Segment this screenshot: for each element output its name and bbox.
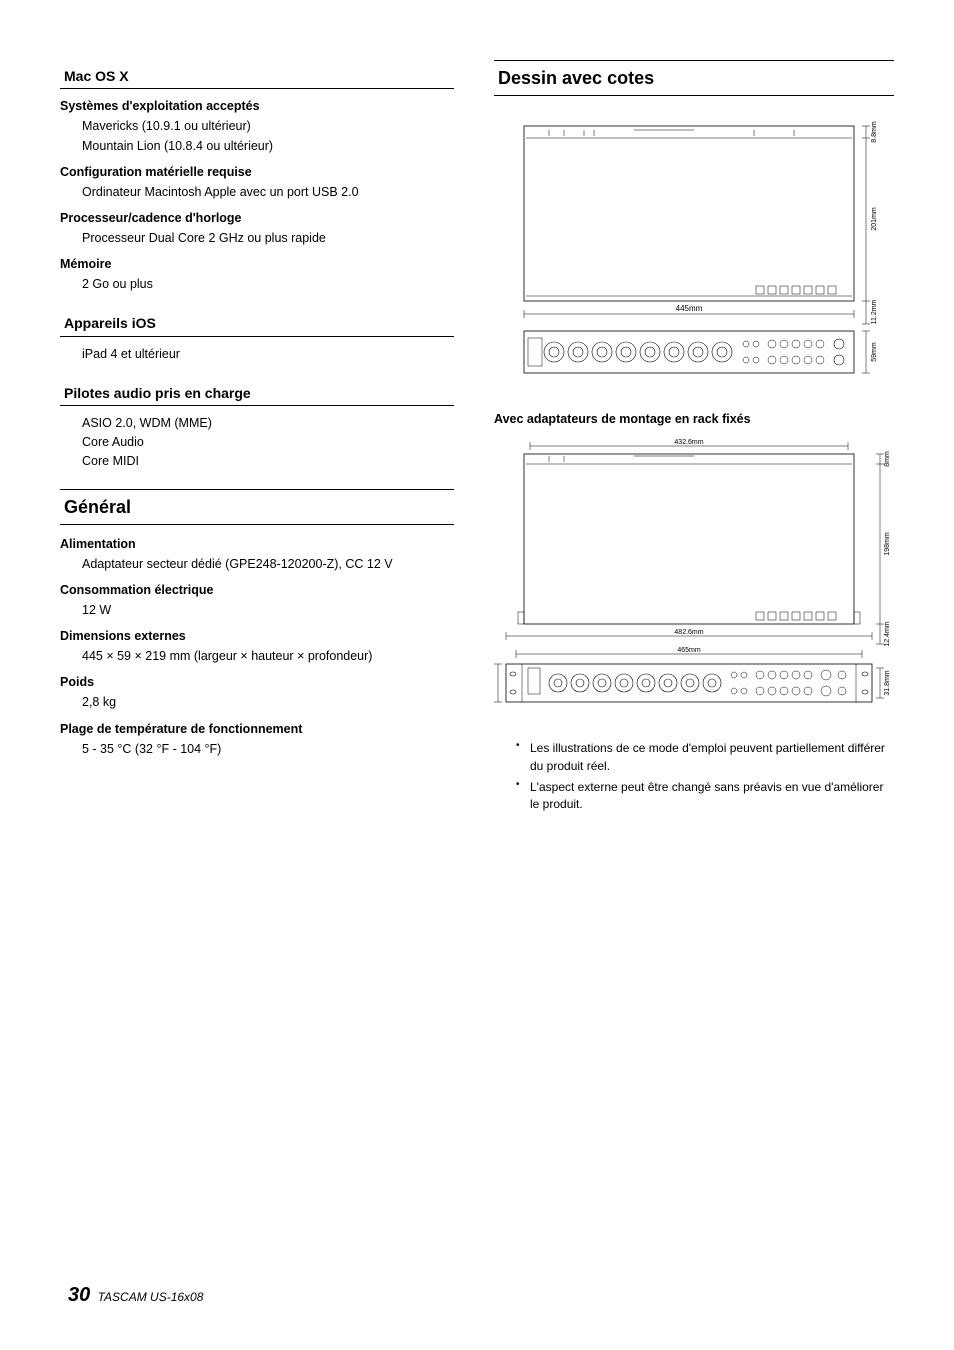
dim-w-mid: 482.6mm <box>674 629 703 636</box>
heading-mem: Mémoire <box>60 255 454 273</box>
text: Mavericks (10.9.1 ou ultérieur) <box>60 117 454 135</box>
text: ASIO 2.0, WDM (MME) <box>60 414 454 432</box>
note-item: Les illustrations de ce mode d'emploi pe… <box>516 740 894 775</box>
heading-os: Systèmes d'exploitation acceptés <box>60 97 454 115</box>
heading-temp: Plage de température de fonctionnement <box>60 720 454 738</box>
text: 2,8 kg <box>60 693 454 711</box>
page-footer: 30 TASCAM US-16x08 <box>68 1281 203 1310</box>
note-item: L'aspect externe peut être changé sans p… <box>516 779 894 814</box>
text: 5 - 35 °C (32 °F - 104 °F) <box>60 740 454 758</box>
heading-rack: Avec adaptateurs de montage en rack fixé… <box>494 410 894 428</box>
dim-h-gap2: 12.4mm <box>884 621 891 646</box>
text: Processeur Dual Core 2 GHz ou plus rapid… <box>60 229 454 247</box>
footer-model: TASCAM US-16x08 <box>98 1290 204 1304</box>
heading-dims: Dimensions externes <box>60 627 454 645</box>
dim-w-top: 432.6mm <box>674 439 703 446</box>
dim-h-front: 59mm <box>871 342 878 362</box>
dim-h-mid2: 198mm <box>884 532 891 556</box>
dim-w-bot: 465mm <box>677 647 701 654</box>
notes-list: Les illustrations de ce mode d'emploi pe… <box>494 740 894 814</box>
dim-width: 445mm <box>676 304 703 313</box>
section-general: Général <box>60 489 454 525</box>
dim-h-mid: 201mm <box>871 207 878 231</box>
section-ios: Appareils iOS <box>60 311 454 336</box>
dim-h-top: 8.8mm <box>871 121 878 143</box>
text: 2 Go ou plus <box>60 275 454 293</box>
text: Mountain Lion (10.8.4 ou ultérieur) <box>60 137 454 155</box>
heading-cpu: Processeur/cadence d'horloge <box>60 209 454 227</box>
dim-h-top2: 8mm <box>884 451 891 467</box>
section-drivers: Pilotes audio pris en charge <box>60 381 454 406</box>
heading-power: Alimentation <box>60 535 454 553</box>
diagram-rack: 432.6mm <box>494 436 894 726</box>
text: Core Audio <box>60 433 454 451</box>
page-number: 30 <box>68 1284 90 1306</box>
heading-hw: Configuration matérielle requise <box>60 163 454 181</box>
text: Core MIDI <box>60 452 454 470</box>
text: iPad 4 et ultérieur <box>60 345 454 363</box>
dim-h-front-r: 31.8mm <box>884 670 891 695</box>
heading-weight: Poids <box>60 673 454 691</box>
text: 445 × 59 × 219 mm (largeur × hauteur × p… <box>60 647 454 665</box>
dim-h-gap: 11.2mm <box>871 300 878 325</box>
section-drawing: Dessin avec cotes <box>494 60 894 96</box>
text: Adaptateur secteur dédié (GPE248-120200-… <box>60 555 454 573</box>
heading-cons: Consommation électrique <box>60 581 454 599</box>
diagram-unit: 445mm 8.8mm 201mm 11.2mm <box>494 106 894 396</box>
section-macosx: Mac OS X <box>60 64 454 89</box>
text: 12 W <box>60 601 454 619</box>
text: Ordinateur Macintosh Apple avec un port … <box>60 183 454 201</box>
